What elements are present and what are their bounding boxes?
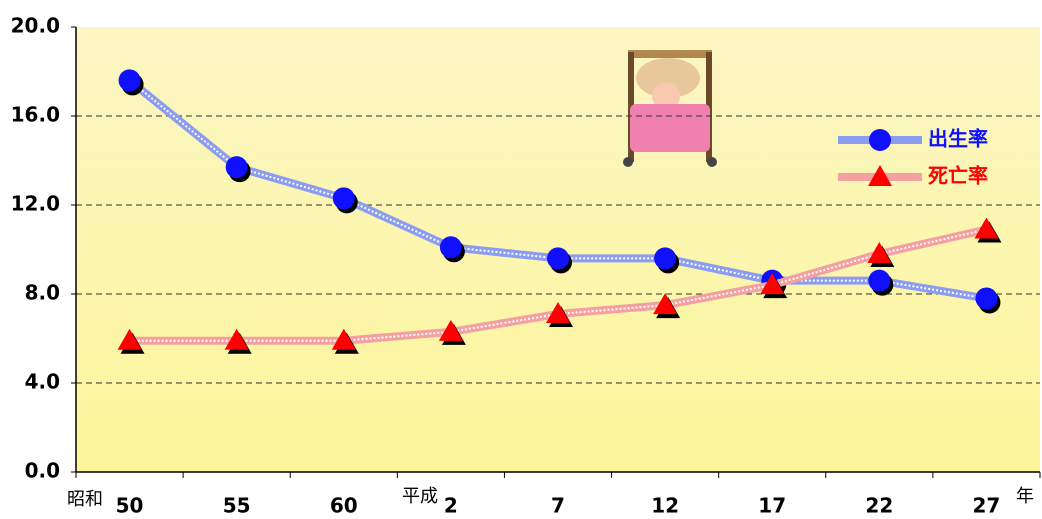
marker bbox=[117, 328, 142, 350]
x-tick-label: 22 bbox=[865, 494, 893, 518]
legend-marker bbox=[868, 165, 892, 186]
x-tick-label: 7 bbox=[551, 494, 565, 518]
marker bbox=[332, 187, 355, 210]
marker bbox=[438, 319, 463, 341]
y-tick-label: 4.0 bbox=[25, 370, 60, 394]
annotation: 年 bbox=[1016, 486, 1034, 507]
marker bbox=[225, 156, 248, 179]
annotation: 昭和 bbox=[67, 489, 103, 510]
x-tick-label: 60 bbox=[330, 494, 358, 518]
marker bbox=[546, 302, 570, 324]
legend-label: 死亡率 bbox=[928, 164, 988, 188]
y-tick-label: 0.0 bbox=[25, 459, 60, 483]
x-tick-label: 2 bbox=[444, 494, 458, 518]
marker bbox=[224, 328, 249, 350]
marker bbox=[974, 217, 999, 239]
y-tick-label: 16.0 bbox=[11, 103, 60, 127]
y-tick-label: 20.0 bbox=[11, 14, 60, 38]
marker bbox=[439, 236, 462, 259]
marker bbox=[975, 287, 998, 310]
marker bbox=[547, 247, 569, 270]
stroller-icon bbox=[623, 50, 717, 167]
marker bbox=[118, 69, 141, 92]
legend-marker bbox=[869, 129, 891, 151]
x-tick-label: 27 bbox=[973, 494, 1001, 518]
marker bbox=[867, 241, 892, 263]
marker bbox=[331, 328, 356, 350]
x-tick-label: 55 bbox=[223, 494, 251, 518]
x-tick-label: 12 bbox=[651, 494, 679, 518]
marker bbox=[868, 269, 891, 292]
marker bbox=[760, 273, 785, 295]
x-tick-label: 50 bbox=[116, 494, 144, 518]
series-line-hatch bbox=[129, 228, 987, 342]
x-tick-label: 17 bbox=[758, 494, 786, 518]
y-tick-label: 8.0 bbox=[25, 281, 60, 305]
marker bbox=[654, 247, 677, 270]
y-tick-label: 12.0 bbox=[11, 192, 60, 216]
marker bbox=[653, 293, 678, 315]
legend-label: 出生率 bbox=[928, 127, 988, 151]
annotation: 平成 bbox=[402, 486, 438, 507]
